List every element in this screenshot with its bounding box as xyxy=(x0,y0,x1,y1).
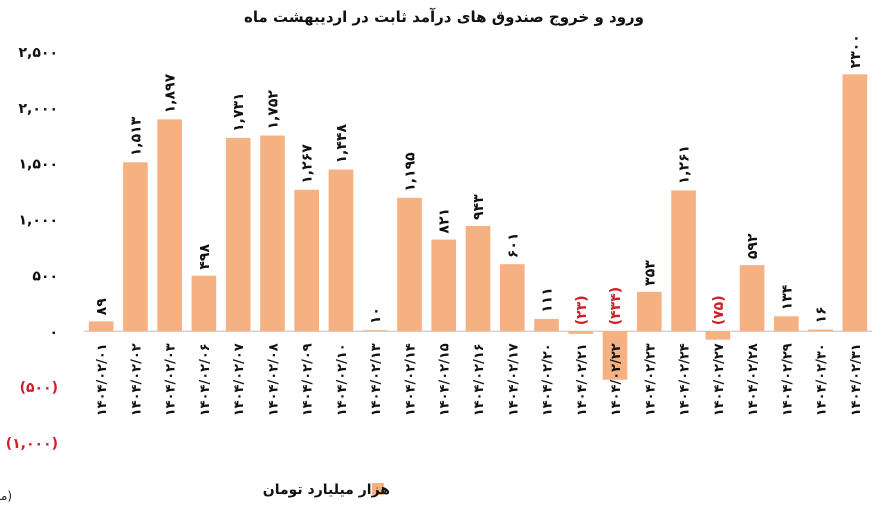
bar xyxy=(568,331,594,334)
x-tick-label: ۱۴۰۴/۰۲/۱۷ xyxy=(506,343,521,416)
bar xyxy=(260,135,285,332)
bar xyxy=(671,190,696,332)
bar xyxy=(602,331,628,380)
bar xyxy=(842,74,868,332)
legend-label: هزار میلیارد تومان xyxy=(263,482,390,498)
data-label: ۱۶ xyxy=(814,306,830,323)
data-label: ۱,۲۶۱ xyxy=(677,145,693,185)
x-tick-label: ۱۴۰۴/۰۲/۰۹ xyxy=(301,343,316,416)
bar xyxy=(294,189,320,332)
data-label: (۷۵) xyxy=(711,295,727,325)
data-labels: ۸۹ ۱,۵۱۳ ۱,۸۹۷ ۴۹۸ ۱,۷۳۱ ۱,۷۵۲ ۱,۲۶۷ ۱,۴۴۸ ۱۰ ۱,۱… xyxy=(94,34,864,325)
bar xyxy=(123,162,148,332)
data-label: ۵۹۲ xyxy=(745,233,761,259)
y-tick-label: (۵۰۰) xyxy=(20,380,58,396)
bar xyxy=(774,316,799,332)
data-label: ۱۰ xyxy=(368,307,384,324)
data-label: ۴۹۸ xyxy=(197,244,213,270)
data-label: ۱۱۱ xyxy=(540,287,556,313)
x-tick-label: ۱۴۰۴/۰۲/۲۲ xyxy=(609,343,624,416)
bar xyxy=(225,137,251,332)
data-label: ۹۴۳ xyxy=(471,194,487,220)
x-tick-label: ۱۴۰۴/۰۲/۲۴ xyxy=(678,343,693,416)
x-tick-label: ۱۴۰۴/۰۲/۰۶ xyxy=(198,343,213,416)
data-label: ۶۰۱ xyxy=(505,233,521,259)
x-tick-label: ۱۴۰۴/۰۲/۱۶ xyxy=(472,343,487,416)
y-tick-label: ۲,۰۰۰ xyxy=(19,101,59,117)
bar xyxy=(739,265,765,332)
x-tick-label: ۱۴۰۴/۰۲/۱۰ xyxy=(335,343,350,416)
y-tick-label: ۲,۵۰۰ xyxy=(19,45,59,61)
bar xyxy=(191,275,217,332)
y-tick-label: (۱,۰۰۰) xyxy=(6,436,58,452)
data-label: ۱,۷۵۲ xyxy=(265,90,281,130)
bar xyxy=(499,264,525,332)
data-label: ۸۹ xyxy=(94,298,110,316)
y-tick-label: ۵۰۰ xyxy=(32,268,58,284)
bar xyxy=(808,329,833,332)
bars xyxy=(88,74,868,380)
x-tick-label: ۱۴۰۴/۰۲/۳۰ xyxy=(815,343,830,416)
bar xyxy=(397,197,422,332)
data-label: (۲۳) xyxy=(574,295,590,325)
bar xyxy=(362,330,388,332)
y-axis: ۲,۵۰۰ ۲,۰۰۰ ۱,۵۰۰ ۱,۰۰۰ ۵۰۰ ۰ (۵۰۰) (۱,۰۰۰) xyxy=(6,45,58,452)
x-tick-label: ۱۴۰۴/۰۲/۲۰ xyxy=(541,343,556,416)
data-label: ۱,۱۹۵ xyxy=(402,152,418,192)
x-tick-label: ۱۴۰۴/۰۲/۱۳ xyxy=(369,343,384,416)
bar xyxy=(534,318,559,332)
x-tick-label: ۱۴۰۴/۰۲/۰۲ xyxy=(129,343,144,416)
data-label: ۳۵۳ xyxy=(642,260,658,286)
data-label: ۱۳۴ xyxy=(779,284,795,310)
x-tick-label: ۱۴۰۴/۰۲/۰۱ xyxy=(95,343,110,416)
data-label: ۱,۸۹۷ xyxy=(163,73,179,113)
bar xyxy=(328,169,354,332)
x-tick-label: ۱۴۰۴/۰۲/۰۳ xyxy=(164,343,179,416)
data-label: ۱,۴۴۸ xyxy=(334,124,350,164)
source-note: (منبع پارسیس) xyxy=(0,489,12,504)
data-label: ۸۲۱ xyxy=(437,208,453,234)
x-tick-label: ۱۴۰۴/۰۲/۰۷ xyxy=(232,343,247,416)
x-tick-label: ۱۴۰۴/۰۲/۱۴ xyxy=(403,343,418,416)
chart-title: ورود و خروج صندوق های درآمد ثابت در اردی… xyxy=(244,8,644,26)
y-tick-label: ۱,۵۰۰ xyxy=(19,157,59,173)
bar xyxy=(88,321,114,332)
y-tick-label: ۰ xyxy=(49,324,58,340)
legend-swatch xyxy=(372,483,384,495)
bar xyxy=(465,225,491,332)
x-tick-label: ۱۴۰۴/۰۲/۱۵ xyxy=(438,343,453,416)
x-tick-label: ۱۴۰۴/۰۲/۳۱ xyxy=(849,343,864,416)
bar xyxy=(636,291,662,332)
y-tick-label: ۱,۰۰۰ xyxy=(19,213,59,229)
data-label: (۴۳۴) xyxy=(608,287,624,325)
bar xyxy=(705,331,731,340)
x-tick-label: ۱۴۰۴/۰۲/۲۹ xyxy=(780,343,795,416)
data-label: ۱,۲۶۷ xyxy=(300,144,316,184)
x-tick-label: ۱۴۰۴/۰۲/۰۸ xyxy=(266,343,281,416)
data-label: ۲۳۰۰ xyxy=(848,34,864,68)
x-tick-label: ۱۴۰۴/۰۲/۲۸ xyxy=(746,343,761,416)
x-tick-label: ۱۴۰۴/۰۲/۲۳ xyxy=(643,343,658,416)
x-tick-label: ۱۴۰۴/۰۲/۲۱ xyxy=(575,343,590,416)
data-label: ۱,۷۳۱ xyxy=(231,92,247,132)
bar xyxy=(431,239,457,332)
x-axis: ۱۴۰۴/۰۲/۰۱ ۱۴۰۴/۰۲/۰۲ ۱۴۰۴/۰۲/۰۳ ۱۴۰۴/۰۲/۰۶… xyxy=(95,343,864,416)
bar xyxy=(157,119,182,332)
x-tick-label: ۱۴۰۴/۰۲/۲۷ xyxy=(712,343,727,416)
data-label: ۱,۵۱۳ xyxy=(128,116,144,156)
legend: هزار میلیارد تومان xyxy=(263,482,390,498)
